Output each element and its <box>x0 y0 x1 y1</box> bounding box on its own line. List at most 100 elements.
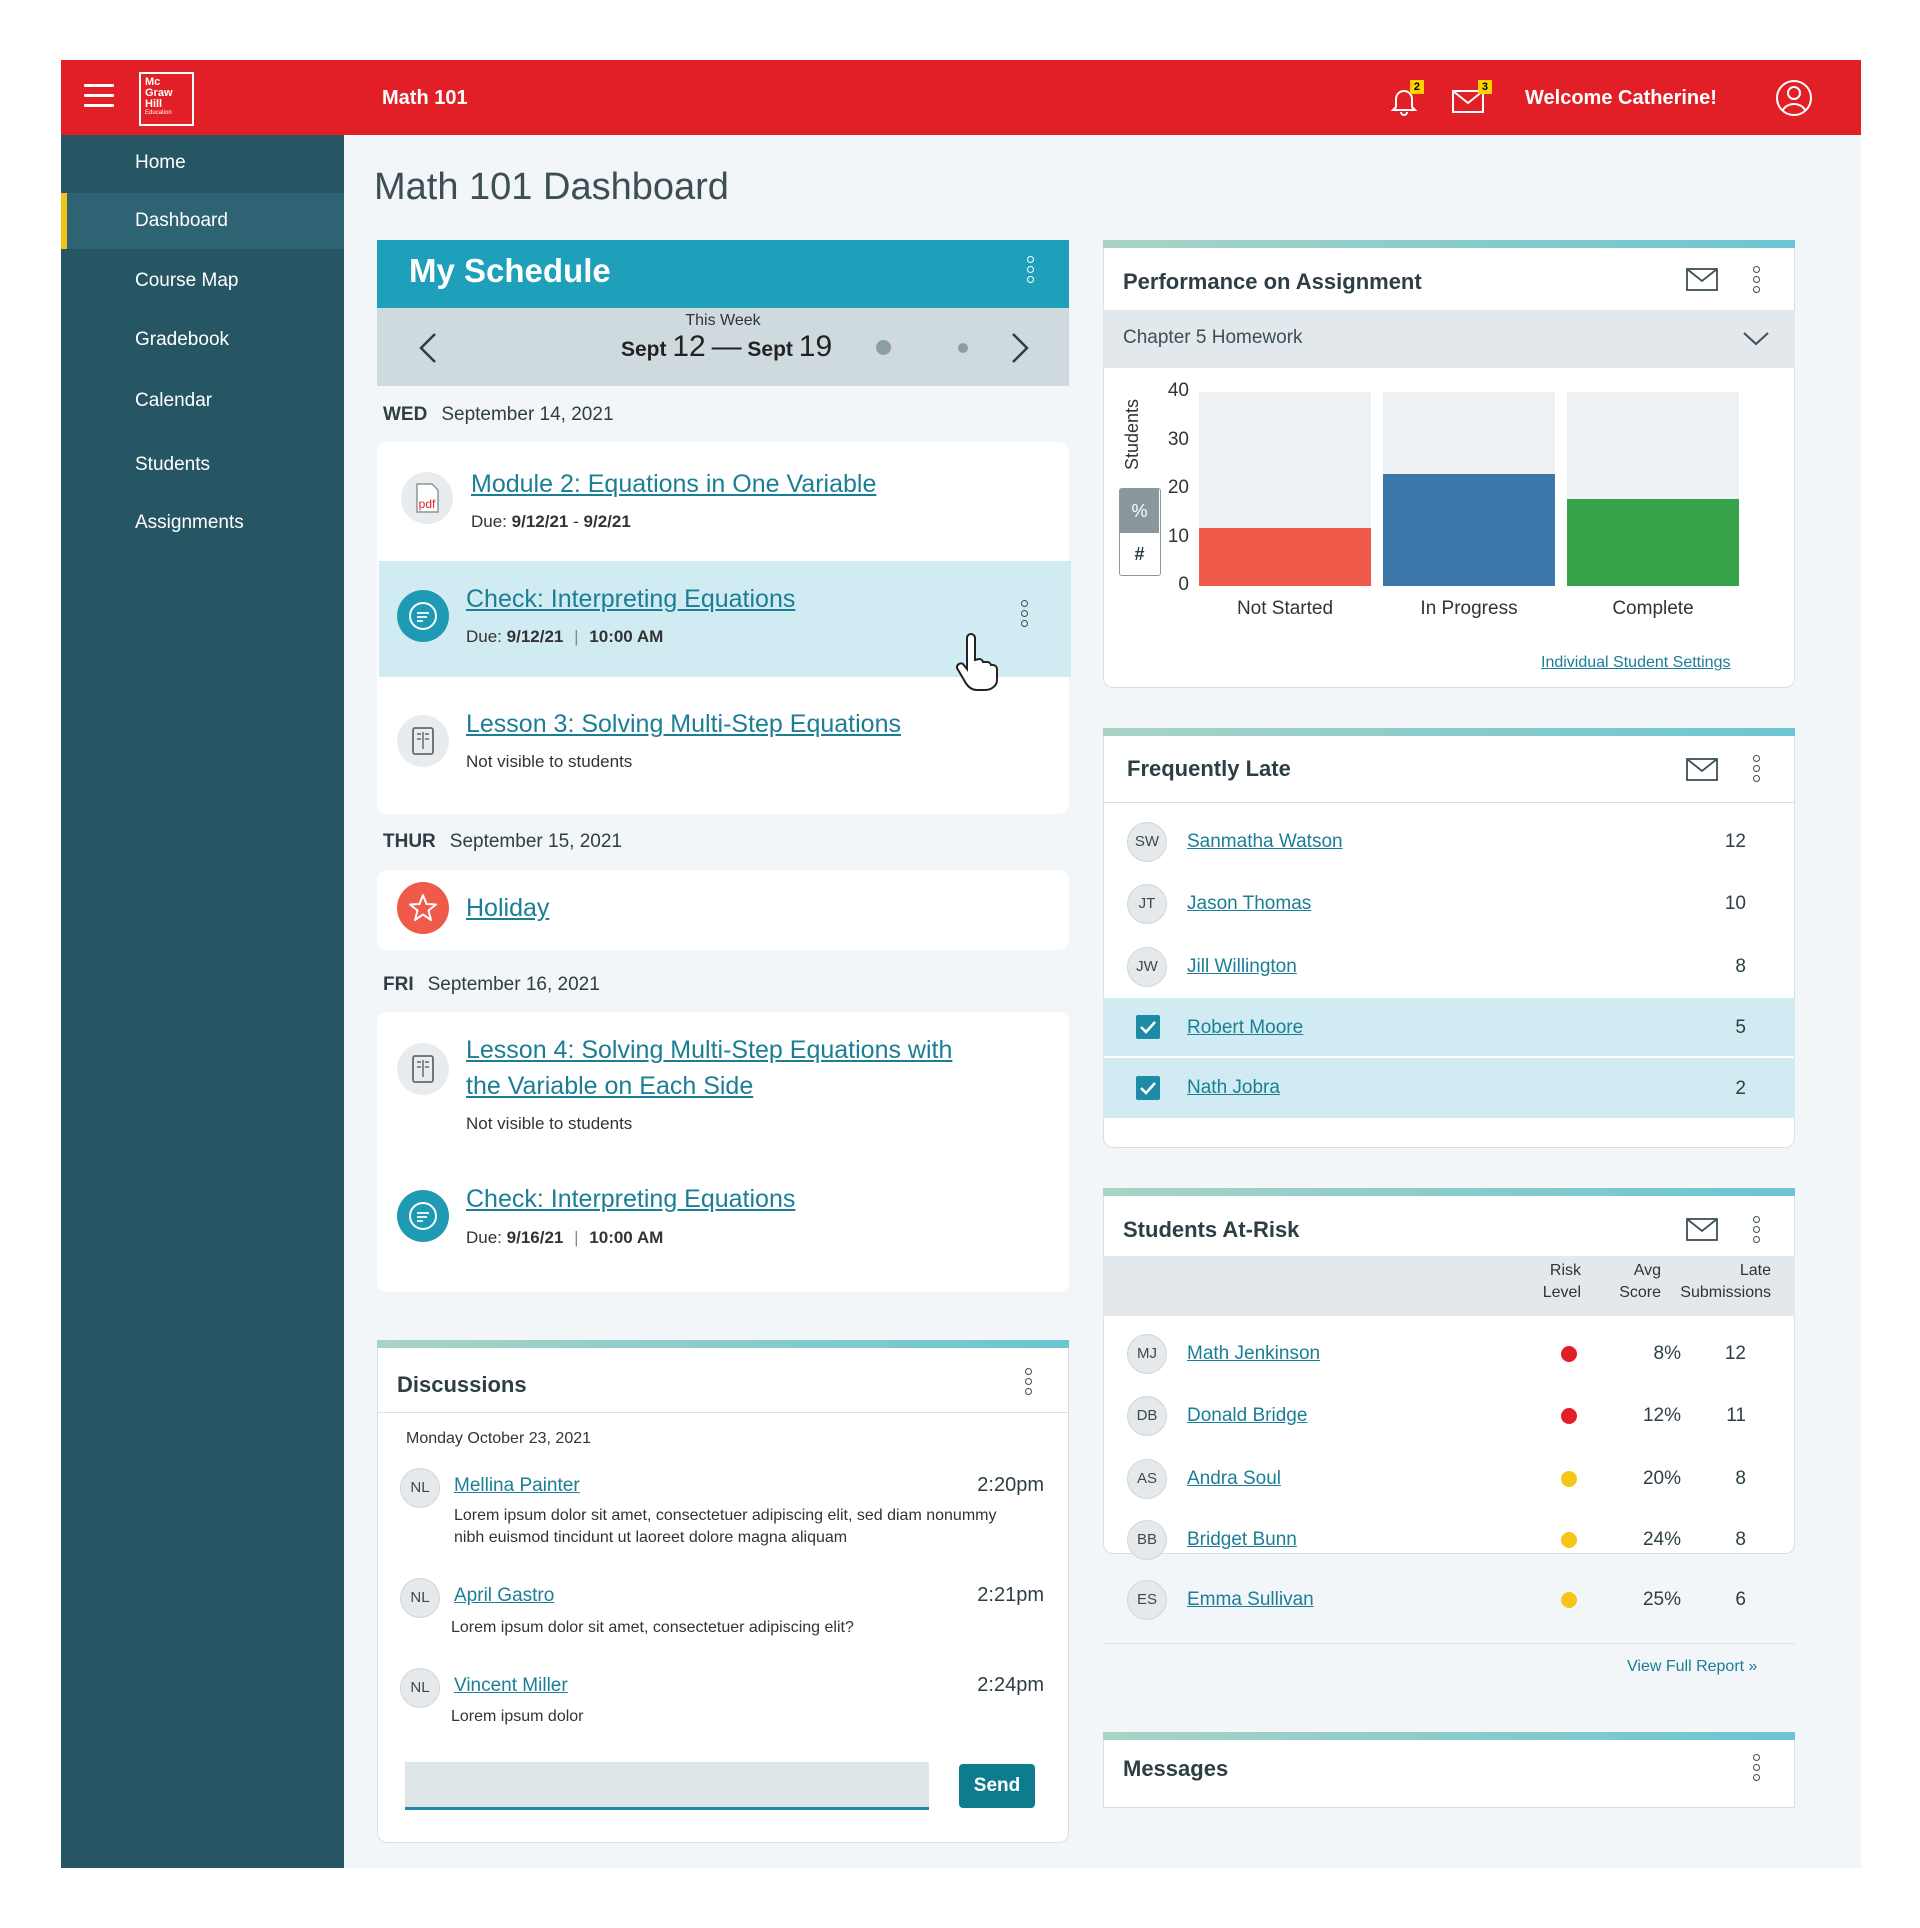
sidebar-item-gradebook[interactable]: Gradebook <box>135 329 230 350</box>
logo-line: Graw <box>145 87 173 99</box>
schedule-item-due: Due: 9/16/21 | 10:00 AM <box>466 1228 663 1248</box>
individual-student-settings-link[interactable]: Individual Student Settings <box>1541 654 1731 671</box>
schedule-item-link[interactable]: Check: Interpreting Equations <box>466 1185 796 1213</box>
schedule-item-highlight[interactable] <box>379 561 1071 677</box>
week-page-dot-active[interactable] <box>876 340 891 355</box>
bar-not-started[interactable] <box>1199 527 1371 586</box>
student-link[interactable]: Jill Willington <box>1187 956 1297 977</box>
messages-more-icon[interactable] <box>1751 1754 1761 1786</box>
chevron-left-icon <box>419 333 436 363</box>
student-link[interactable]: Jason Thomas <box>1187 893 1312 914</box>
week-selector: This Week Sept 12 — Sept 19 <box>377 308 1069 386</box>
schedule-item-link[interactable]: Holiday <box>466 894 550 922</box>
avatar: MJ <box>1127 1334 1167 1374</box>
day-header: WED September 14, 2021 <box>383 404 614 426</box>
bar-complete[interactable] <box>1567 498 1739 586</box>
discussion-reply-input[interactable] <box>405 1762 929 1810</box>
student-link[interactable]: Math Jenkinson <box>1187 1343 1321 1364</box>
student-link[interactable]: Donald Bridge <box>1187 1405 1308 1426</box>
welcome-text: Welcome Catherine! <box>1525 87 1717 109</box>
schedule-item-link[interactable]: Check: Interpreting Equations <box>466 585 796 613</box>
col-avg: Avg <box>1633 1262 1661 1279</box>
atrisk-more-icon[interactable] <box>1751 1216 1761 1248</box>
schedule-item-note: Not visible to students <box>466 1114 633 1133</box>
discussions-title: Discussions <box>397 1372 527 1397</box>
schedule-item-link[interactable]: Lesson 3: Solving Multi-Step Equations <box>466 710 901 738</box>
day-of-week: WED <box>383 404 428 425</box>
view-full-report-link[interactable]: View Full Report » <box>1627 1658 1758 1675</box>
previous-week-button[interactable] <box>413 330 443 366</box>
notifications-button[interactable]: 2 <box>1386 80 1424 118</box>
schedule-day-card <box>377 1012 1069 1292</box>
week-end-month: Sept <box>747 338 793 361</box>
schedule-more-icon[interactable] <box>1025 256 1035 288</box>
schedule-item-link[interactable]: Module 2: Equations in One Variable <box>471 470 877 498</box>
toggle-percent-button[interactable]: % <box>1120 489 1159 533</box>
selected-row[interactable] <box>1103 1058 1795 1118</box>
bar-in-progress[interactable] <box>1383 474 1555 586</box>
sidebar-item-dashboard[interactable]: Dashboard <box>61 193 344 249</box>
late-title: Frequently Late <box>1127 756 1291 781</box>
avg-score: 12% <box>1642 1405 1681 1426</box>
chevron-down-icon[interactable] <box>1741 328 1771 348</box>
discussion-author-link[interactable]: Mellina Painter <box>454 1475 580 1496</box>
chat-icon <box>397 1190 449 1242</box>
sidebar-item-calendar[interactable]: Calendar <box>135 390 213 411</box>
avatar: NL <box>400 1578 440 1618</box>
day-header: THUR September 15, 2021 <box>383 831 622 853</box>
sidebar-item-home[interactable]: Home <box>135 152 186 173</box>
schedule-title: My Schedule <box>409 252 611 289</box>
schedule-item-link[interactable]: the Variable on Each Side <box>466 1072 754 1100</box>
row-checkbox[interactable] <box>1136 1015 1160 1039</box>
sidebar-item-assignments[interactable]: Assignments <box>135 512 244 533</box>
messages-button[interactable]: 3 <box>1450 80 1492 118</box>
sidebar-item-students[interactable]: Students <box>135 454 210 475</box>
student-link[interactable]: Emma Sullivan <box>1187 1589 1314 1610</box>
discussions-more-icon[interactable] <box>1023 1368 1033 1400</box>
row-checkbox[interactable] <box>1136 1076 1160 1100</box>
late-accent-bar <box>1103 728 1795 736</box>
sidebar-item-course-map[interactable]: Course Map <box>135 270 239 291</box>
next-week-button[interactable] <box>1005 330 1035 366</box>
category-label: Not Started <box>1236 598 1334 619</box>
assignment-dropdown[interactable] <box>1103 310 1795 368</box>
user-account-button[interactable] <box>1774 78 1814 118</box>
week-page-dot[interactable] <box>958 343 968 353</box>
student-link[interactable]: Andra Soul <box>1187 1468 1282 1489</box>
due-separator: | <box>574 627 579 646</box>
student-link[interactable]: Nath Jobra <box>1187 1077 1280 1098</box>
day-date: September 15, 2021 <box>449 831 622 852</box>
schedule-item-more-icon[interactable] <box>1019 600 1029 632</box>
col-risk: Risk <box>1549 1262 1581 1279</box>
mcgraw-hill-logo[interactable]: Mc Graw Hill Education <box>139 72 194 126</box>
discussions-card <box>377 1348 1069 1843</box>
atrisk-accent-bar <box>1103 1188 1795 1196</box>
menu-icon[interactable] <box>84 84 114 108</box>
due-separator: | <box>574 1228 579 1247</box>
discussion-author-link[interactable]: April Gastro <box>454 1585 555 1606</box>
selected-row[interactable] <box>1103 998 1795 1056</box>
book-icon <box>397 1043 449 1095</box>
week-start-month: Sept <box>621 338 667 361</box>
messages-badge: 3 <box>1477 80 1492 94</box>
logo-line: Education <box>145 110 172 116</box>
schedule-item-link[interactable]: Lesson 4: Solving Multi-Step Equations w… <box>466 1036 953 1064</box>
atrisk-email-button[interactable] <box>1686 1218 1718 1242</box>
discussion-author-link[interactable]: Vincent Miller <box>454 1675 568 1696</box>
performance-email-button[interactable] <box>1686 268 1718 292</box>
late-count: 2 <box>1735 1078 1746 1099</box>
send-button[interactable]: Send <box>959 1764 1035 1808</box>
schedule-item-due: Due: 9/12/21 | 10:00 AM <box>466 627 663 647</box>
avg-score: 20% <box>1642 1468 1681 1489</box>
assignment-selected[interactable]: Chapter 5 Homework <box>1123 327 1303 348</box>
due-label: Due: <box>466 627 502 646</box>
student-link[interactable]: Bridget Bunn <box>1187 1529 1297 1550</box>
performance-more-icon[interactable] <box>1751 266 1761 298</box>
toggle-count-button[interactable]: # <box>1134 544 1145 564</box>
bell-icon <box>1390 90 1418 116</box>
avatar: DB <box>1127 1396 1167 1436</box>
student-link[interactable]: Sanmatha Watson <box>1187 831 1343 852</box>
late-email-button[interactable] <box>1686 758 1718 782</box>
student-link[interactable]: Robert Moore <box>1187 1017 1304 1038</box>
late-more-icon[interactable] <box>1751 755 1761 787</box>
